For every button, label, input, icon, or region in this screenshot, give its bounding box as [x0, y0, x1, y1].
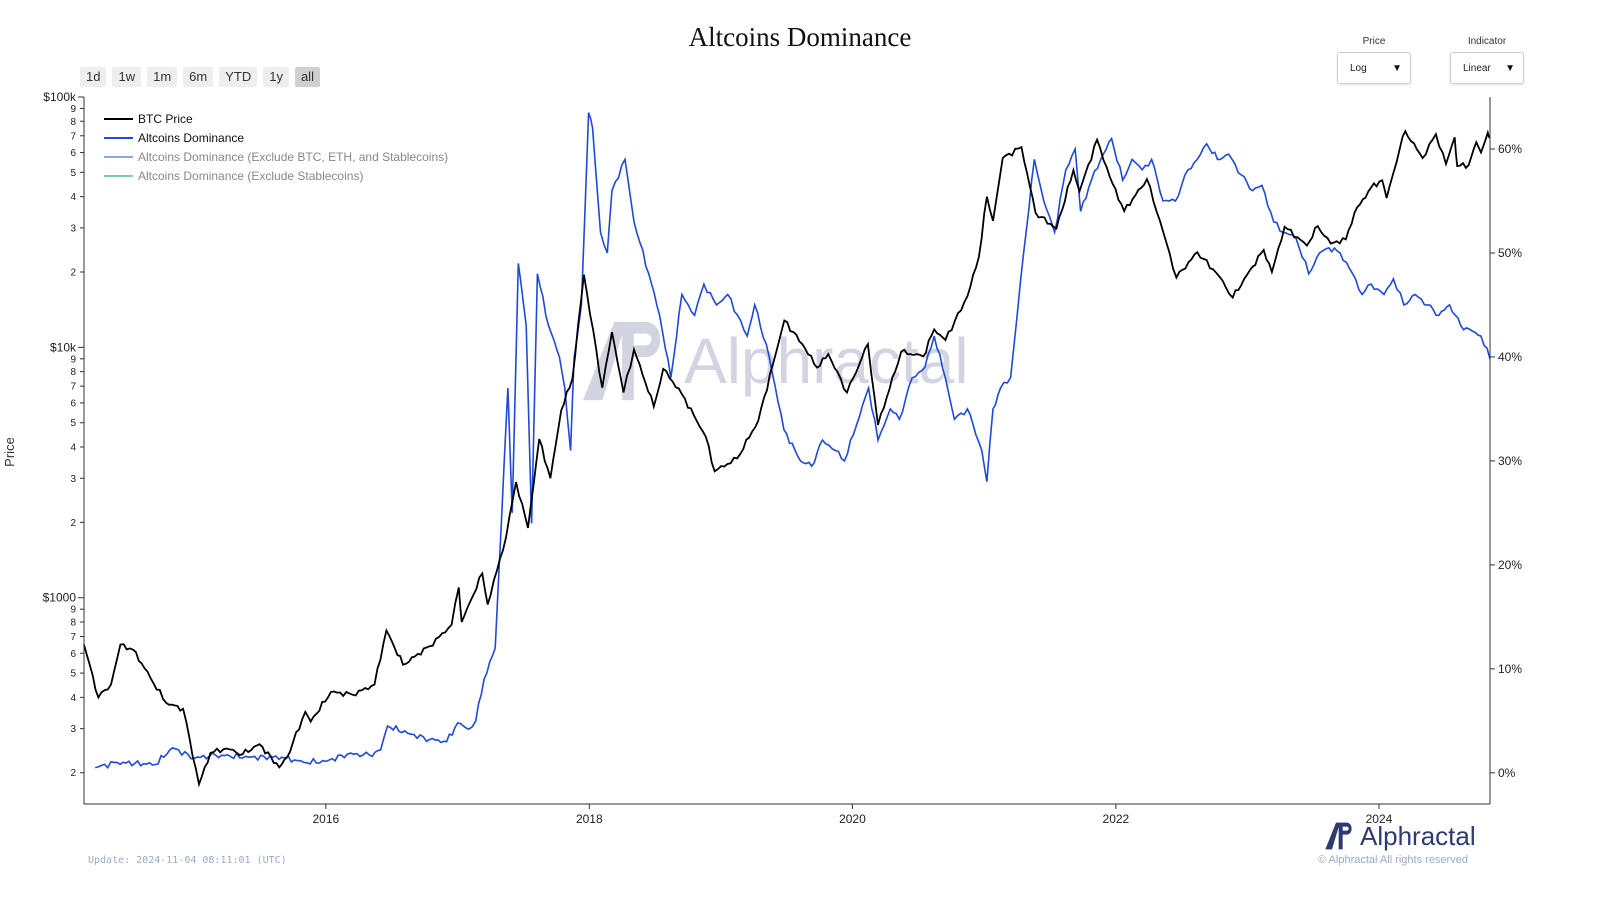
left-minor-tick-label: 3 — [70, 223, 76, 234]
left-minor-tick-label: 9 — [70, 354, 76, 365]
price-scale-label: Price — [1362, 36, 1386, 47]
left-minor-tick-label: 3 — [70, 724, 76, 735]
left-minor-tick-label: 5 — [70, 418, 76, 429]
legend-item-label[interactable]: Altcoins Dominance (Exclude Stablecoins) — [138, 169, 363, 183]
right-tick-label: 60% — [1498, 142, 1522, 156]
x-tick-label: 2020 — [839, 812, 866, 826]
left-minor-tick-label: 2 — [70, 518, 76, 529]
left-minor-tick-label: 9 — [70, 104, 76, 115]
range-button-1y[interactable]: 1y — [263, 67, 289, 87]
left-minor-tick-label: 8 — [70, 617, 76, 628]
left-minor-tick-label: 6 — [70, 148, 76, 159]
left-minor-tick-label: 2 — [70, 267, 76, 278]
brand-name: Alphractal — [1360, 820, 1476, 851]
chevron-down-icon: ▼ — [1392, 62, 1402, 74]
left-minor-tick-label: 4 — [70, 192, 76, 203]
range-selector: 1d 1w 1m 6m YTD 1y all — [80, 67, 320, 87]
range-button-1d[interactable]: 1d — [80, 67, 107, 87]
right-tick-label: 30% — [1498, 454, 1522, 468]
range-button-ytd[interactable]: YTD — [219, 67, 258, 87]
price-scale-value: Log — [1350, 62, 1367, 74]
x-tick-label: 2022 — [1103, 812, 1130, 826]
right-tick-label: 0% — [1498, 766, 1516, 780]
left-minor-tick-label: 8 — [70, 117, 76, 128]
left-minor-tick-label: 2 — [70, 768, 76, 779]
update-timestamp: Update: 2024-11-04 08:11:01 (UTC) — [88, 855, 287, 866]
chart-title: Altcoins Dominance — [688, 22, 912, 52]
brand-logo: Alphractal — [1324, 820, 1476, 852]
x-tick-label: 2016 — [312, 812, 339, 826]
left-minor-tick-label: 7 — [70, 382, 76, 393]
right-tick-label: 50% — [1498, 246, 1522, 260]
right-tick-label: 20% — [1498, 558, 1522, 572]
legend-item-label[interactable]: BTC Price — [138, 112, 193, 126]
left-minor-tick-label: 7 — [70, 632, 76, 643]
left-tick-label: $10k — [50, 340, 77, 354]
indicator-scale-select[interactable]: Linear ▼ — [1450, 52, 1524, 84]
right-tick-label: 40% — [1498, 350, 1522, 364]
indicator-scale-value: Linear — [1463, 62, 1491, 74]
right-tick-label: 10% — [1498, 662, 1522, 676]
left-minor-tick-label: 4 — [70, 442, 76, 453]
left-minor-tick-label: 3 — [70, 474, 76, 485]
x-tick-label: 2024 — [1366, 812, 1393, 826]
range-button-all[interactable]: all — [294, 67, 320, 87]
y-axis-label: Price — [2, 437, 17, 467]
x-axis-ticks: 2016 2018 2020 2022 2024 — [312, 804, 1393, 826]
right-axis-ticks: 0% 10% 20% 30% 40% 50% 60% — [1490, 142, 1522, 780]
left-minor-tick-label: 4 — [70, 693, 76, 704]
range-button-1w[interactable]: 1w — [112, 67, 142, 87]
legend-item-label[interactable]: Altcoins Dominance — [138, 131, 244, 145]
left-tick-label: $100k — [43, 90, 77, 104]
left-minor-tick-label: 6 — [70, 649, 76, 660]
legend-item-label[interactable]: Altcoins Dominance (Exclude BTC, ETH, an… — [138, 150, 448, 164]
left-minor-tick-label: 5 — [70, 669, 76, 680]
price-scale-select[interactable]: Log ▼ — [1337, 52, 1411, 84]
altcoins-dominance-line — [95, 112, 1491, 770]
left-minor-tick-label: 5 — [70, 168, 76, 179]
chevron-down-icon: ▼ — [1505, 62, 1515, 74]
left-minor-tick-label: 7 — [70, 131, 76, 142]
brand-logo-icon — [1325, 822, 1352, 850]
range-button-6m[interactable]: 6m — [183, 67, 214, 87]
copyright-text: © Alphractal All rights reserved — [1318, 854, 1468, 866]
x-tick-label: 2018 — [576, 812, 603, 826]
left-minor-tick-label: 9 — [70, 605, 76, 616]
indicator-scale-label: Indicator — [1467, 36, 1507, 47]
range-button-1m[interactable]: 1m — [147, 67, 178, 87]
indicator-scale-control: Indicator Linear ▼ — [1450, 36, 1524, 84]
btc-price-line — [83, 129, 1491, 788]
price-scale-control: Price Log ▼ — [1337, 36, 1411, 84]
left-minor-tick-label: 8 — [70, 367, 76, 378]
left-tick-label: $1000 — [43, 591, 77, 605]
left-minor-tick-label: 6 — [70, 398, 76, 409]
chart-legend: BTC Price Altcoins Dominance Altcoins Domi… — [104, 112, 448, 183]
